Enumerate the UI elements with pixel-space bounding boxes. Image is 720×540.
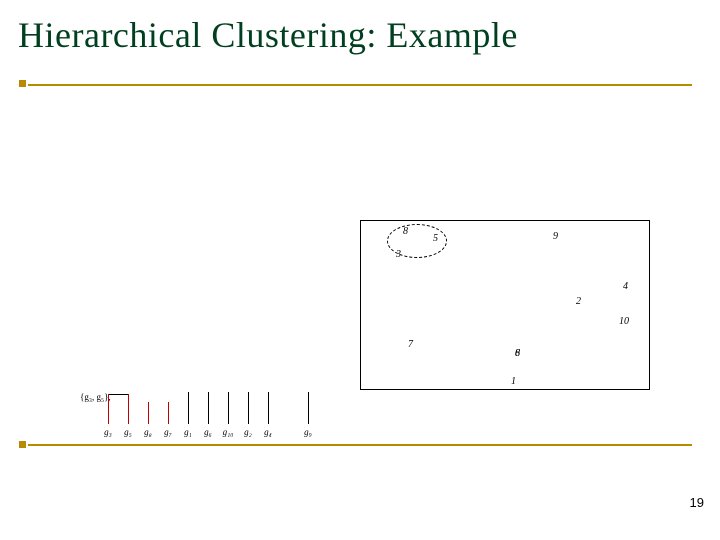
- scatter-point-4: 4: [623, 281, 628, 292]
- slide-title: Hierarchical Clustering: Example: [18, 14, 518, 56]
- dendro-leaf-label: g₃: [104, 427, 112, 437]
- dendro-stem: [268, 392, 269, 424]
- scatter-point-3: 3: [396, 249, 401, 260]
- dendro-leaf-label: g₆: [204, 427, 212, 437]
- dendro-stem: [208, 392, 209, 424]
- scatter-point-10: 10: [619, 316, 629, 327]
- page-number: 19: [690, 495, 704, 510]
- dendro-stem: [248, 392, 249, 424]
- accent-square-top: [19, 80, 26, 87]
- scatter-point-5: 5: [433, 233, 438, 244]
- dendro-stem: [228, 392, 229, 424]
- dendro-stem: [108, 394, 109, 424]
- footer-rule: [28, 444, 692, 446]
- dendro-join: [108, 394, 128, 395]
- scatter-point-7: 7: [408, 339, 413, 350]
- dendro-stem: [148, 402, 149, 424]
- scatter-plot-panel: 123456788910: [360, 220, 650, 390]
- dendro-leaf-label: g₁₀: [223, 427, 234, 437]
- dendro-stem: [168, 402, 169, 424]
- dendro-stem: [188, 392, 189, 424]
- accent-square-bottom: [19, 441, 26, 448]
- scatter-point-8: 8: [403, 226, 408, 237]
- slide: Hierarchical Clustering: Example 1234567…: [0, 0, 720, 540]
- scatter-point-2: 2: [576, 296, 581, 307]
- dendro-leaf-label: g₄: [264, 427, 272, 437]
- dendro-leaf-label: g₂: [244, 427, 252, 437]
- dendro-leaf-label: g₇: [164, 427, 172, 437]
- scatter-point-8b: 8: [515, 348, 520, 359]
- dendro-leaf-label: g₁: [184, 427, 192, 437]
- dendro-stem: [128, 394, 129, 424]
- scatter-point-1: 1: [511, 376, 516, 387]
- dendro-leaf-label: g₈: [144, 427, 152, 437]
- dendro-leaf-label: g₅: [124, 427, 132, 437]
- cluster-label: {g₃, g₅},: [80, 392, 111, 402]
- dendrogram: {g₃, g₅},g₃g₅g₈g₇g₁g₆g₁₀g₂g₄g₉: [108, 362, 368, 442]
- scatter-point-9: 9: [553, 231, 558, 242]
- dendro-leaf-label: g₉: [304, 427, 312, 437]
- title-underline: [28, 84, 692, 86]
- dendro-stem: [308, 392, 309, 424]
